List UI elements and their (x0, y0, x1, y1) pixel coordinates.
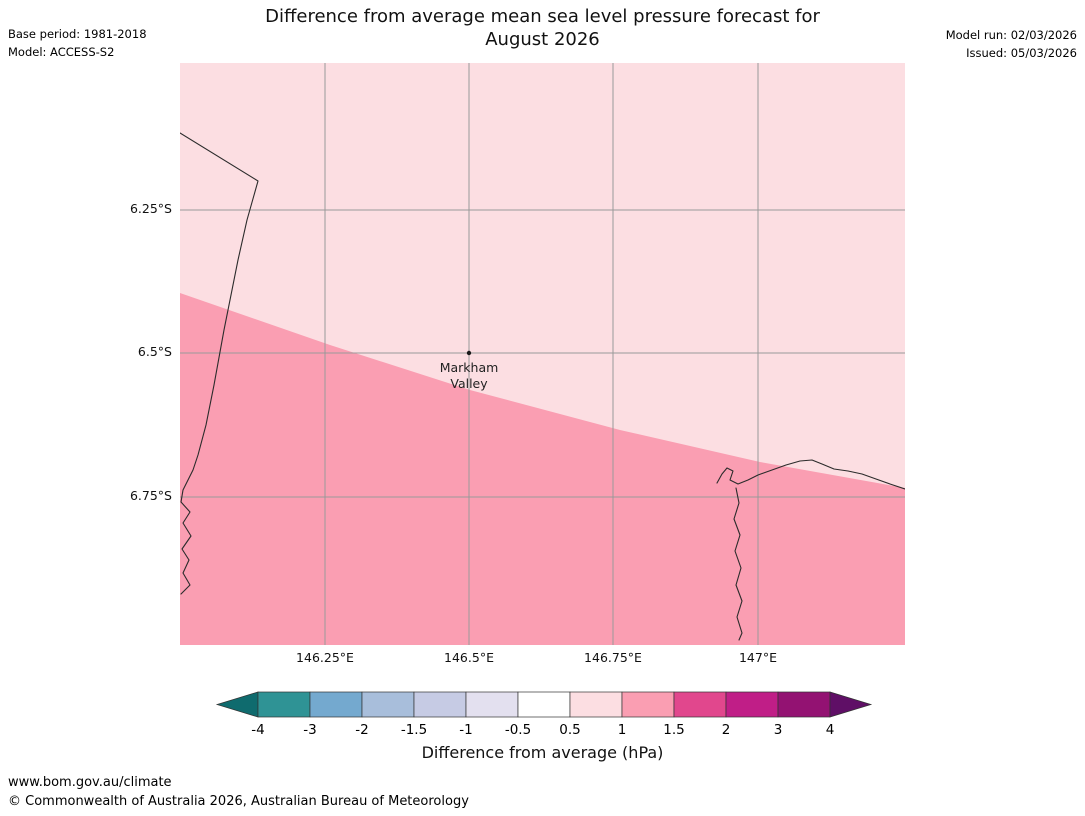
model-run-text: Model run: 02/03/2026 (945, 28, 1077, 42)
colorbar-segment-4 (465, 691, 519, 718)
colorbar-segment-6 (569, 691, 623, 718)
coastlines (180, 132, 905, 641)
footer-copyright: © Commonwealth of Australia 2026, Austra… (8, 794, 469, 809)
model-info-block: Base period: 1981-2018 Model: ACCESS-S2 (8, 25, 147, 61)
coastline-west (180, 132, 259, 595)
colorbar-caption: Difference from average (hPa) (421, 743, 664, 762)
colorbar-segment-1 (309, 691, 363, 718)
page-title: Difference from average mean sea level p… (0, 5, 1085, 51)
markham-valley-marker (466, 350, 472, 356)
colorbar-arrow-right (829, 691, 873, 718)
lon-label-146-25e: 146.25°E (296, 650, 354, 665)
lon-label-147e: 147°E (738, 650, 777, 665)
colorbar-tick-11: 4 (826, 722, 835, 738)
colorbar-segment-5 (517, 691, 571, 718)
issued-text: Issued: 05/03/2026 (966, 46, 1077, 60)
coastline-southeast (716, 459, 905, 490)
base-period-text: Base period: 1981-2018 (8, 27, 147, 41)
lat-label-6-5s: 6.5°S (137, 344, 172, 359)
map-region-south-fill (180, 293, 905, 645)
colorbar-tick-2: -2 (355, 722, 368, 738)
colorbar-tick-5: -0.5 (505, 722, 531, 738)
title-line-1: Difference from average mean sea level p… (265, 6, 820, 27)
river-line (733, 487, 743, 641)
run-info-block: Model run: 02/03/2026 Issued: 05/03/2026 (946, 26, 1077, 62)
colorbar-tick-6: 0.5 (559, 722, 580, 738)
marker-label-line-1: Markham (440, 360, 499, 375)
marker-label-line-2: Valley (450, 376, 488, 391)
lat-label-6-25s: 6.25°S (129, 201, 172, 216)
colorbar-tick-4: -1 (459, 722, 472, 738)
lon-label-146-75e: 146.75°E (584, 650, 642, 665)
colorbar-tick-10: 3 (774, 722, 783, 738)
model-name-text: Model: ACCESS-S2 (8, 45, 115, 59)
colorbar-arrow-left (215, 691, 259, 718)
colorbar-tick-0: -4 (251, 722, 264, 738)
colorbar-segment-10 (777, 691, 831, 718)
forecast-map: Markham Valley (180, 63, 905, 645)
colorbar-segment-3 (413, 691, 467, 718)
colorbar-segment-9 (725, 691, 779, 718)
colorbar-tick-8: 1.5 (663, 722, 684, 738)
footer-url: www.bom.gov.au/climate (8, 775, 172, 790)
lat-label-6-75s: 6.75°S (129, 488, 172, 503)
colorbar-segment-2 (361, 691, 415, 718)
colorbar: -4 -3 -2 -1.5 -1 -0.5 0.5 1 1.5 2 3 4 (215, 691, 873, 738)
colorbar-tick-9: 2 (722, 722, 731, 738)
colorbar-tick-3: -1.5 (401, 722, 427, 738)
colorbar-tick-7: 1 (618, 722, 627, 738)
lon-label-146-5e: 146.5°E (444, 650, 494, 665)
map-gridlines (180, 63, 905, 645)
colorbar-tick-1: -3 (303, 722, 316, 738)
title-line-2: August 2026 (485, 29, 600, 50)
colorbar-segment-0 (257, 691, 311, 718)
colorbar-segment-7 (621, 691, 675, 718)
colorbar-segment-8 (673, 691, 727, 718)
